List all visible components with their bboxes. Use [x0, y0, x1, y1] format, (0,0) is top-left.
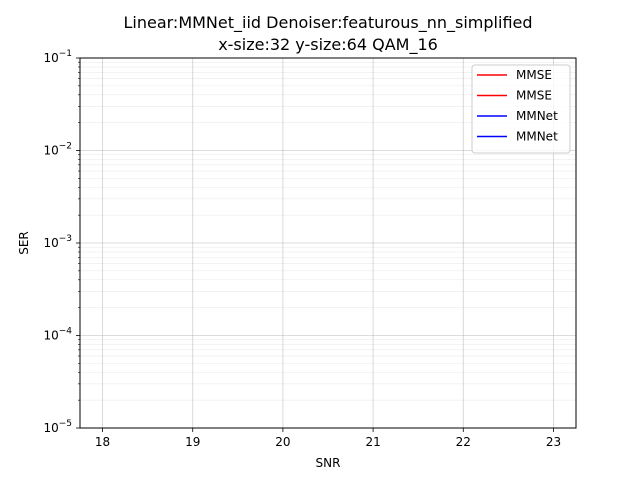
- legend-frame: [471, 64, 571, 154]
- legend-entry-label: MMNet: [516, 109, 558, 123]
- y-tick-label: 10−2: [43, 142, 72, 158]
- y-tick-label: 10−4: [43, 327, 72, 343]
- legend-entry-label: MMNet: [516, 130, 558, 144]
- chart-title-line1: Linear:MMNet_iid Denoiser:featurous_nn_s…: [123, 13, 532, 33]
- x-tick-label: 18: [95, 435, 110, 449]
- x-axis-label: SNR: [316, 456, 341, 470]
- y-tick-label: 10−5: [43, 419, 72, 435]
- y-tick-label: 10−3: [43, 234, 72, 250]
- x-tick-label: 23: [546, 435, 561, 449]
- chart-title-line2: x-size:32 y-size:64 QAM_16: [218, 35, 438, 55]
- y-tick-label: 10−1: [43, 49, 72, 65]
- tick-layer: 18 19 20 21 22 23 10−5 10−4 10−3 10−2 10−1: [43, 49, 561, 449]
- x-tick-label: 20: [275, 435, 290, 449]
- legend-entry-label: MMSE: [516, 68, 552, 82]
- plot-area-frame: [79, 57, 577, 429]
- legend-entry-label: MMSE: [516, 89, 552, 103]
- x-tick-label: 19: [185, 435, 200, 449]
- x-tick-label: 21: [365, 435, 380, 449]
- y-axis-label: SER: [17, 231, 31, 255]
- legend: MMSE MMSE MMNet MMNet: [471, 64, 571, 154]
- x-tick-label: 22: [456, 435, 471, 449]
